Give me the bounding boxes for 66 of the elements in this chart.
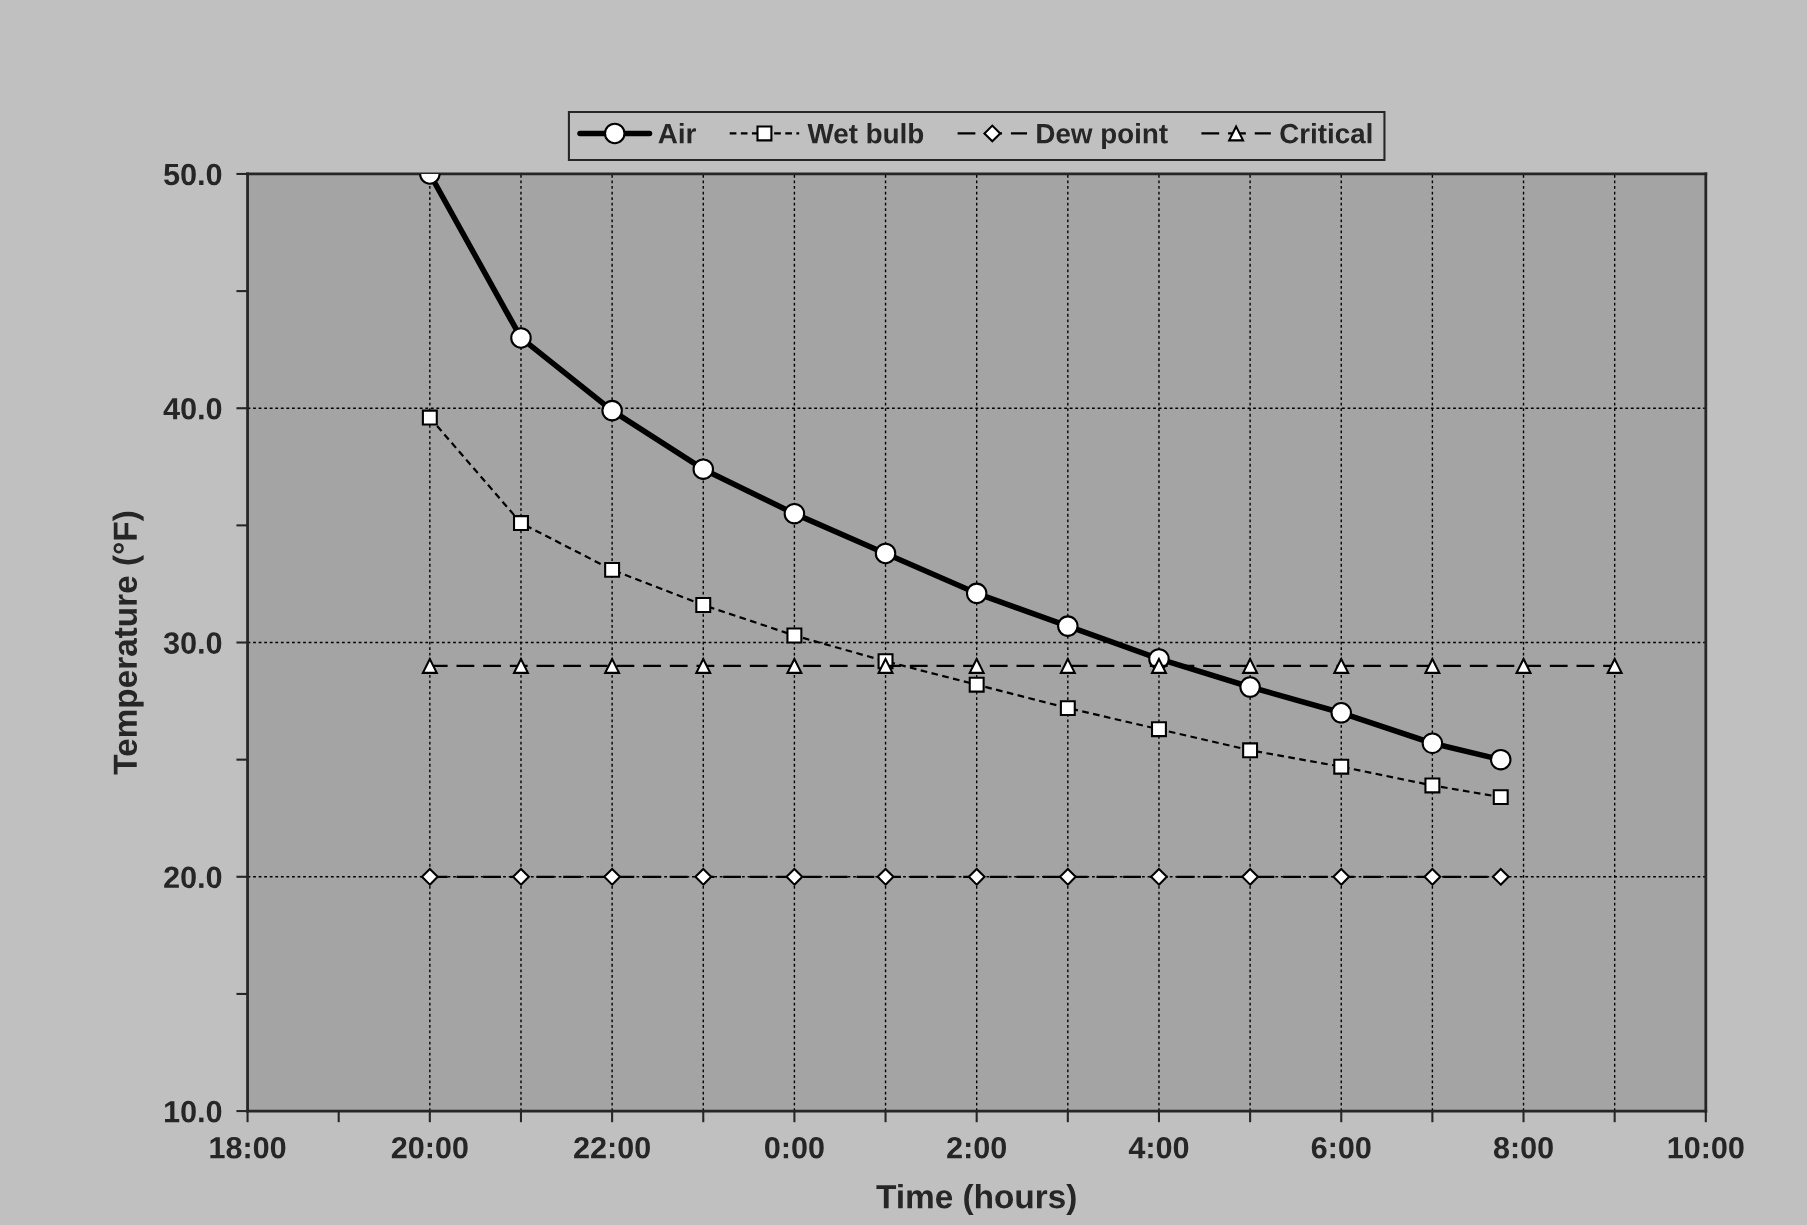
point: [513, 657, 529, 674]
legend-label: Air: [658, 123, 696, 144]
point: [1242, 657, 1259, 674]
x-tick-label: 6:00: [1311, 1136, 1371, 1159]
point: [1332, 867, 1351, 886]
y-tick-label: 30.0: [163, 632, 222, 654]
point: [1242, 742, 1259, 759]
y-axis-title: Temperature (°F): [112, 511, 144, 775]
point: [783, 502, 806, 525]
point: [604, 657, 621, 674]
legend-label: Wet bulb: [807, 123, 924, 144]
point: [965, 582, 988, 605]
y-tick-label: 40.0: [163, 397, 222, 420]
point: [1059, 700, 1076, 717]
point: [1150, 867, 1168, 886]
point: [420, 867, 439, 886]
point: [695, 597, 712, 614]
point: [421, 409, 438, 426]
point: [695, 657, 712, 674]
point: [510, 327, 532, 349]
x-tick-label: 8:00: [1493, 1136, 1553, 1159]
point: [967, 867, 986, 886]
point: [421, 657, 438, 674]
y-tick-label: 20.0: [164, 866, 222, 889]
point: [1515, 657, 1532, 674]
point: [874, 542, 897, 565]
y-tick-label: 10.0: [165, 1100, 222, 1123]
point: [1150, 721, 1167, 738]
point: [968, 657, 985, 674]
point: [1239, 676, 1261, 698]
point: [603, 867, 622, 886]
point: [1424, 657, 1441, 674]
point: [601, 399, 623, 422]
point: [1058, 867, 1077, 886]
point: [1057, 615, 1079, 637]
point: [1333, 657, 1350, 674]
legend-label: Critical: [1280, 123, 1372, 144]
point: [1241, 867, 1259, 886]
point: [876, 867, 895, 886]
x-tick-label: 18:00: [210, 1136, 286, 1159]
point: [604, 561, 621, 578]
legend-label: Dew point: [1037, 123, 1168, 149]
point: [1423, 867, 1442, 886]
x-tick-label: 2:00: [947, 1136, 1007, 1159]
point: [694, 867, 713, 886]
point: [877, 657, 894, 674]
point: [1424, 777, 1441, 794]
x-tick-label: 20:00: [391, 1136, 468, 1159]
x-tick-label: 0:00: [765, 1136, 824, 1159]
point: [968, 676, 985, 693]
point: [1421, 732, 1444, 755]
x-tick-label: 10:00: [1668, 1136, 1744, 1159]
x-tick-label: 22:00: [574, 1136, 650, 1159]
point: [1330, 702, 1353, 724]
x-tick-label: 4:00: [1128, 1136, 1189, 1159]
point: [1059, 657, 1076, 674]
point: [785, 867, 804, 886]
point: [1606, 657, 1623, 674]
x-axis-title: Time (hours): [876, 1184, 1076, 1216]
point: [786, 627, 803, 644]
point: [512, 867, 530, 886]
y-tick-label: 50.0: [164, 163, 222, 186]
point: [1333, 758, 1350, 775]
point: [513, 515, 529, 532]
point: [786, 657, 803, 674]
point: [692, 458, 715, 480]
